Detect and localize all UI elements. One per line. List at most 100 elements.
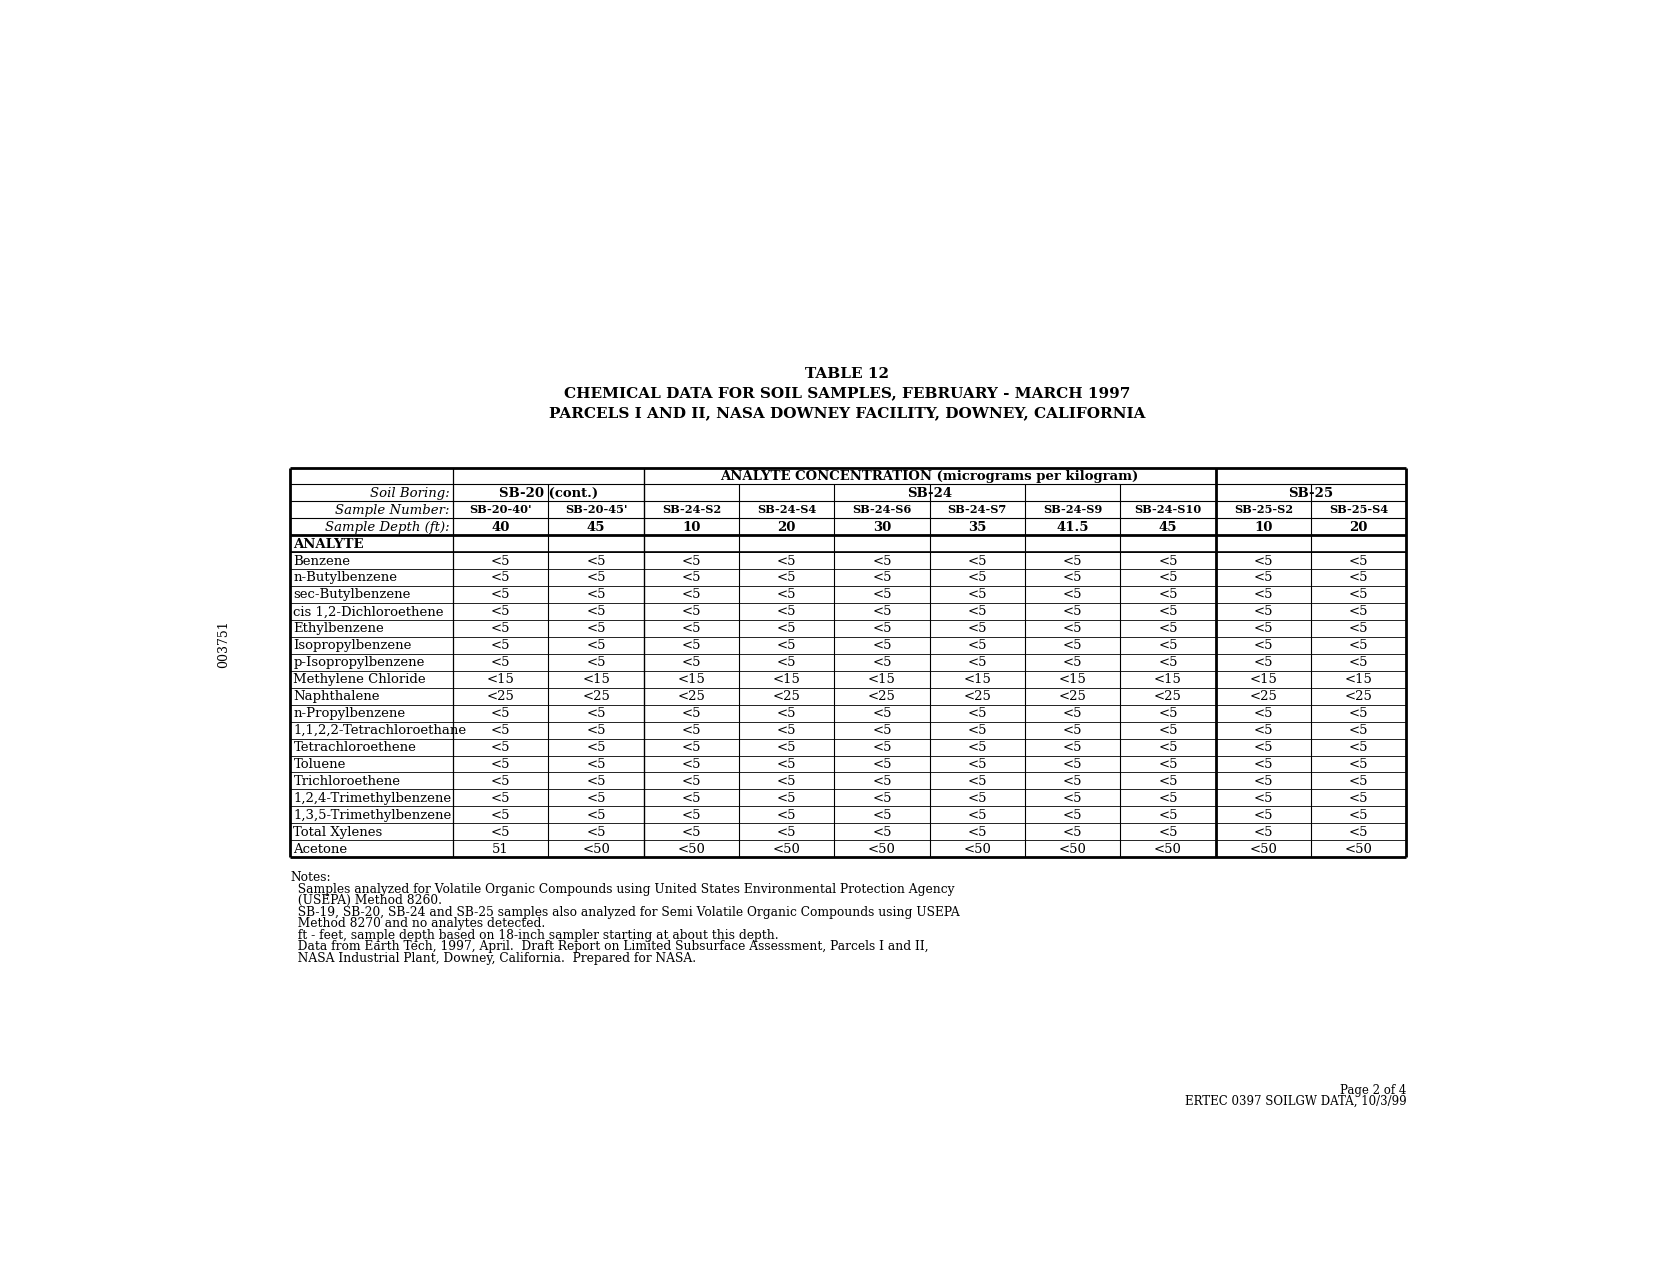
Text: <5: <5 <box>967 606 987 619</box>
Text: <5: <5 <box>1349 707 1369 720</box>
Text: <5: <5 <box>1063 707 1083 720</box>
Text: <5: <5 <box>1159 606 1179 619</box>
Text: <5: <5 <box>1349 656 1369 670</box>
Text: <5: <5 <box>587 791 605 805</box>
Text: <5: <5 <box>1159 555 1179 567</box>
Text: <5: <5 <box>1159 707 1179 720</box>
Text: 10: 10 <box>1255 520 1273 534</box>
Text: cis 1,2-Dichloroethene: cis 1,2-Dichloroethene <box>294 606 445 619</box>
Text: <25: <25 <box>772 690 800 703</box>
Text: TABLE 12: TABLE 12 <box>805 367 889 381</box>
Text: <5: <5 <box>1349 774 1369 787</box>
Text: <5: <5 <box>967 707 987 720</box>
Text: Sample Number:: Sample Number: <box>336 504 450 516</box>
Text: Trichloroethene: Trichloroethene <box>294 774 400 787</box>
Text: <5: <5 <box>1349 741 1369 754</box>
Text: <5: <5 <box>491 826 511 838</box>
Text: Samples analyzed for Volatile Organic Compounds using United States Environmenta: Samples analyzed for Volatile Organic Co… <box>291 883 955 896</box>
Text: SB-24-S2: SB-24-S2 <box>661 504 721 515</box>
Text: <5: <5 <box>681 639 701 652</box>
Text: SB-24-S10: SB-24-S10 <box>1134 504 1202 515</box>
Text: <5: <5 <box>1253 656 1273 670</box>
Text: <5: <5 <box>873 707 891 720</box>
Text: 41.5: 41.5 <box>1056 520 1089 534</box>
Text: Soil Boring:: Soil Boring: <box>370 487 450 500</box>
Text: <25: <25 <box>1154 690 1182 703</box>
Text: CHEMICAL DATA FOR SOIL SAMPLES, FEBRUARY - MARCH 1997: CHEMICAL DATA FOR SOIL SAMPLES, FEBRUARY… <box>564 387 1131 401</box>
Text: <5: <5 <box>491 639 511 652</box>
Text: <5: <5 <box>1063 639 1083 652</box>
Text: <5: <5 <box>1349 588 1369 602</box>
Text: <15: <15 <box>964 674 992 686</box>
Text: <5: <5 <box>1349 571 1369 584</box>
Text: <5: <5 <box>587 723 605 737</box>
Text: <5: <5 <box>777 588 797 602</box>
Text: <5: <5 <box>1349 639 1369 652</box>
Text: <5: <5 <box>1349 791 1369 805</box>
Text: Sample Depth (ft):: Sample Depth (ft): <box>326 520 450 534</box>
Text: NASA Industrial Plant, Downey, California.  Prepared for NASA.: NASA Industrial Plant, Downey, Californi… <box>291 952 696 965</box>
Text: <5: <5 <box>967 588 987 602</box>
Text: <5: <5 <box>1063 741 1083 754</box>
Text: <5: <5 <box>1159 826 1179 838</box>
Text: <5: <5 <box>777 707 797 720</box>
Text: 1,3,5-Trimethylbenzene: 1,3,5-Trimethylbenzene <box>294 809 451 822</box>
Text: <5: <5 <box>587 774 605 787</box>
Text: <5: <5 <box>681 555 701 567</box>
Text: <5: <5 <box>1159 809 1179 822</box>
Text: 45: 45 <box>1159 520 1177 534</box>
Text: <15: <15 <box>1060 674 1086 686</box>
Text: <5: <5 <box>1253 606 1273 619</box>
Text: n-Propylbenzene: n-Propylbenzene <box>294 707 405 720</box>
Text: <5: <5 <box>681 826 701 838</box>
Text: <5: <5 <box>491 622 511 635</box>
Text: <50: <50 <box>868 842 896 855</box>
Text: <5: <5 <box>1063 723 1083 737</box>
Text: Naphthalene: Naphthalene <box>294 690 380 703</box>
Text: <25: <25 <box>582 690 610 703</box>
Text: <5: <5 <box>873 723 891 737</box>
Text: <5: <5 <box>873 741 891 754</box>
Text: <5: <5 <box>777 758 797 771</box>
Text: 1,2,4-Trimethylbenzene: 1,2,4-Trimethylbenzene <box>294 791 451 805</box>
Text: <5: <5 <box>1063 588 1083 602</box>
Text: <25: <25 <box>1250 690 1278 703</box>
Text: <5: <5 <box>491 809 511 822</box>
Text: <5: <5 <box>681 774 701 787</box>
Text: <5: <5 <box>587 826 605 838</box>
Text: <5: <5 <box>587 639 605 652</box>
Text: <5: <5 <box>873 606 891 619</box>
Text: <5: <5 <box>681 571 701 584</box>
Text: SB-24-S9: SB-24-S9 <box>1043 504 1103 515</box>
Text: <5: <5 <box>1253 774 1273 787</box>
Text: <15: <15 <box>582 674 610 686</box>
Text: ft - feet, sample depth based on 18-inch sampler starting at about this depth.: ft - feet, sample depth based on 18-inch… <box>291 929 779 942</box>
Text: <5: <5 <box>873 555 891 567</box>
Text: <15: <15 <box>1154 674 1182 686</box>
Text: SB-25: SB-25 <box>1288 487 1334 500</box>
Text: <5: <5 <box>873 758 891 771</box>
Text: Toluene: Toluene <box>294 758 345 771</box>
Text: SB-24: SB-24 <box>907 487 952 500</box>
Text: SB-24-S6: SB-24-S6 <box>853 504 912 515</box>
Text: <5: <5 <box>777 571 797 584</box>
Text: <5: <5 <box>491 588 511 602</box>
Text: <5: <5 <box>1253 741 1273 754</box>
Text: <5: <5 <box>587 809 605 822</box>
Text: <50: <50 <box>1250 842 1278 855</box>
Text: <5: <5 <box>1349 555 1369 567</box>
Text: 20: 20 <box>1349 520 1367 534</box>
Text: <5: <5 <box>681 723 701 737</box>
Text: <50: <50 <box>1060 842 1086 855</box>
Text: <5: <5 <box>491 606 511 619</box>
Text: <25: <25 <box>678 690 706 703</box>
Text: n-Butylbenzene: n-Butylbenzene <box>294 571 397 584</box>
Text: <5: <5 <box>587 656 605 670</box>
Text: <5: <5 <box>1063 758 1083 771</box>
Text: 30: 30 <box>873 520 891 534</box>
Text: <5: <5 <box>1349 723 1369 737</box>
Text: <5: <5 <box>873 656 891 670</box>
Text: <5: <5 <box>1063 606 1083 619</box>
Text: <5: <5 <box>587 588 605 602</box>
Text: 51: 51 <box>493 842 509 855</box>
